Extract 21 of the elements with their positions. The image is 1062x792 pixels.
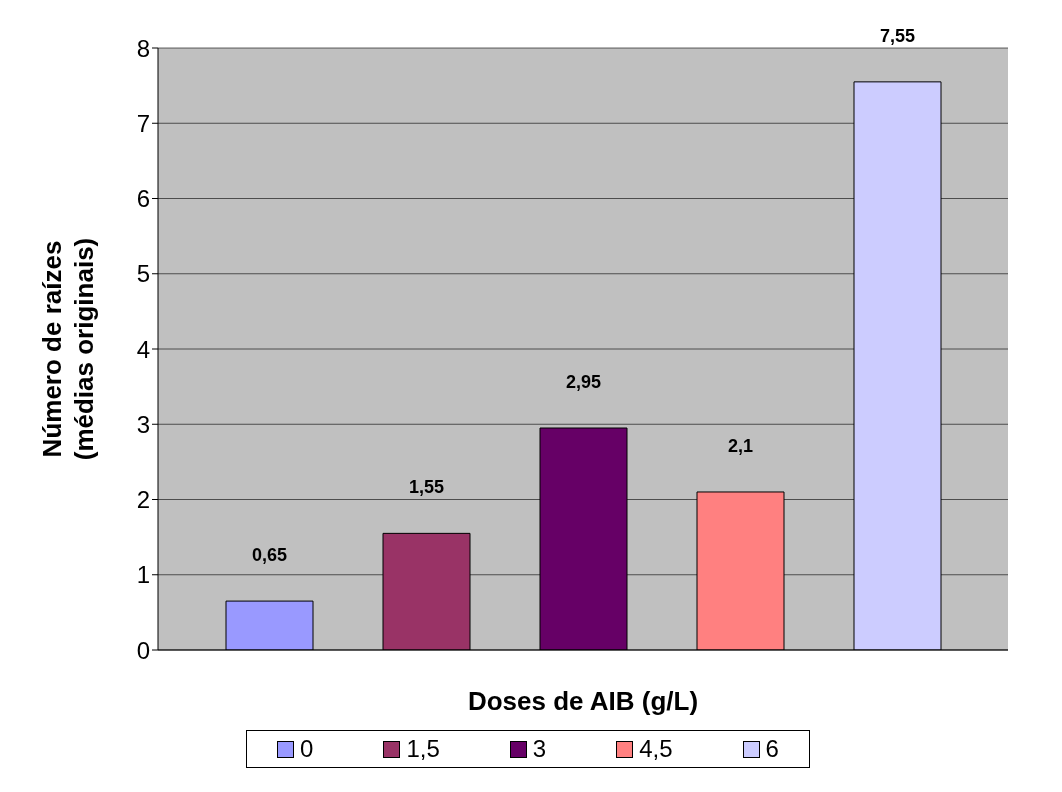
x-axis-title: Doses de AIB (g/L) <box>467 686 699 716</box>
y-tick-label: 3 <box>136 410 150 438</box>
data-label: 2,95 <box>565 372 602 393</box>
data-label: 1,55 <box>408 477 445 498</box>
legend-label: 1,5 <box>405 735 440 763</box>
y-tick-label: 7 <box>136 109 150 137</box>
data-label: 7,55 <box>879 25 916 46</box>
y-tick-label: 4 <box>136 335 150 363</box>
legend-label: 0 <box>299 735 314 763</box>
legend-label: 4,5 <box>638 735 673 763</box>
y-tick-label: 0 <box>136 636 150 664</box>
y-axis-title: Número de raízes (médias originais) <box>37 237 99 461</box>
y-tick-label: 6 <box>136 185 150 213</box>
y-tick-label: 5 <box>136 260 150 288</box>
legend-label: 3 <box>531 735 547 763</box>
y-tick-label: 2 <box>136 486 150 514</box>
legend-label: 6 <box>764 735 779 763</box>
y-tick-label: 1 <box>136 561 150 589</box>
data-label: 2,1 <box>727 435 754 456</box>
y-tick-label: 8 <box>136 34 150 62</box>
data-label: 0,65 <box>251 545 288 566</box>
